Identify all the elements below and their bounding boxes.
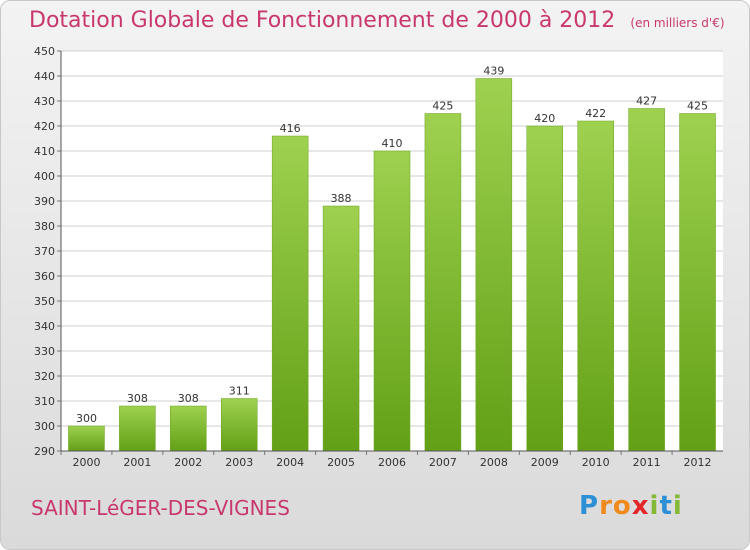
y-axis-ticks: 290 300 310 320 330 340 350 360 370 380 390 400 410 4… bbox=[34, 45, 61, 458]
bar-value-label: 410 bbox=[382, 137, 403, 150]
bar-value-label: 300 bbox=[76, 412, 97, 425]
bar bbox=[526, 125, 564, 452]
bar-value-label: 439 bbox=[483, 65, 504, 78]
x-tick-label: 2004 bbox=[276, 456, 304, 469]
bars: 300 308 308 311 416 388 410 425 439 420 422 427 425 bbox=[68, 65, 716, 452]
x-tick-label: 2003 bbox=[225, 456, 253, 469]
y-tick-label: 330 bbox=[34, 345, 55, 358]
logo-letter: o bbox=[612, 491, 632, 521]
bar bbox=[424, 113, 462, 452]
y-tick-label: 440 bbox=[34, 70, 55, 83]
bar bbox=[68, 425, 105, 452]
bar bbox=[628, 108, 665, 452]
logo-letter: i bbox=[649, 491, 660, 521]
chart-title: Dotation Globale de Fonctionnement de 20… bbox=[29, 8, 616, 33]
bar bbox=[373, 150, 411, 452]
bar-value-label: 308 bbox=[127, 392, 148, 405]
bar-value-label: 425 bbox=[432, 100, 453, 113]
bar bbox=[271, 135, 309, 452]
bar bbox=[170, 405, 207, 452]
y-tick-label: 430 bbox=[34, 95, 55, 108]
y-tick-label: 410 bbox=[34, 145, 55, 158]
logo-letter: P bbox=[579, 491, 600, 521]
y-tick-label: 360 bbox=[34, 270, 55, 283]
bar bbox=[220, 398, 258, 452]
bar-value-label: 422 bbox=[585, 107, 606, 120]
bar-value-label: 420 bbox=[534, 112, 555, 125]
y-tick-label: 420 bbox=[34, 120, 55, 133]
bar-value-label: 308 bbox=[178, 392, 199, 405]
x-tick-label: 2012 bbox=[684, 456, 712, 469]
y-tick-label: 390 bbox=[34, 195, 55, 208]
x-tick-label: 2008 bbox=[480, 456, 508, 469]
chart-subtitle: (en milliers d'€) bbox=[630, 16, 725, 30]
bar bbox=[475, 78, 513, 452]
x-tick-label: 2010 bbox=[582, 456, 610, 469]
bar bbox=[322, 205, 360, 452]
bar bbox=[577, 120, 614, 452]
logo-letter: i bbox=[672, 491, 683, 521]
x-tick-label: 2011 bbox=[633, 456, 661, 469]
logo-letter: t bbox=[659, 491, 673, 521]
bar-value-label: 416 bbox=[280, 122, 301, 135]
x-tick-label: 2006 bbox=[378, 456, 406, 469]
y-tick-label: 380 bbox=[34, 220, 55, 233]
x-tick-label: 2000 bbox=[72, 456, 100, 469]
y-tick-label: 350 bbox=[34, 295, 55, 308]
bar-value-label: 425 bbox=[687, 100, 708, 113]
y-tick-label: 370 bbox=[34, 245, 55, 258]
bar bbox=[679, 113, 716, 452]
title-row: Dotation Globale de Fonctionnement de 20… bbox=[29, 8, 725, 33]
bar-value-label: 311 bbox=[229, 385, 250, 398]
y-tick-label: 340 bbox=[34, 320, 55, 333]
y-tick-label: 290 bbox=[34, 445, 55, 458]
y-tick-label: 310 bbox=[34, 395, 55, 408]
x-tick-label: 2007 bbox=[429, 456, 457, 469]
y-tick-label: 320 bbox=[34, 370, 55, 383]
logo-letter: x bbox=[631, 491, 650, 521]
x-tick-label: 2002 bbox=[174, 456, 202, 469]
commune-name: SAINT-LéGER-DES-VIGNES bbox=[31, 496, 290, 520]
x-tick-label: 2009 bbox=[531, 456, 559, 469]
x-axis-ticks: 2000 2001 2002 2003 2004 2005 2006 2007 2008 2009… bbox=[60, 451, 712, 469]
y-tick-label: 300 bbox=[34, 420, 55, 433]
x-tick-label: 2005 bbox=[327, 456, 355, 469]
proxiti-logo[interactable]: Proxiti bbox=[579, 491, 683, 521]
bar-value-label: 427 bbox=[636, 95, 657, 108]
bar bbox=[119, 405, 156, 452]
logo-letter: r bbox=[599, 491, 613, 521]
y-tick-label: 450 bbox=[34, 45, 55, 58]
bar-value-label: 388 bbox=[331, 192, 352, 205]
x-tick-label: 2001 bbox=[123, 456, 151, 469]
y-tick-label: 400 bbox=[34, 170, 55, 183]
